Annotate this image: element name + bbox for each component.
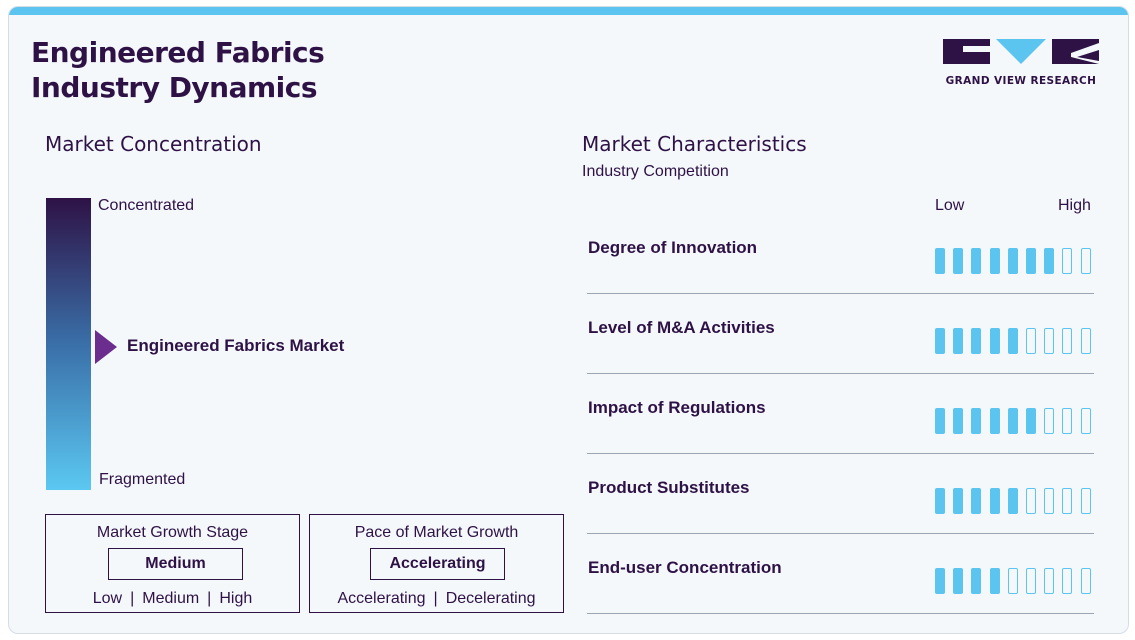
level-segment-empty bbox=[1044, 328, 1055, 354]
title-line-1: Engineered Fabrics bbox=[31, 36, 325, 69]
logo-mark-icon bbox=[943, 39, 1099, 64]
growth-pace-options: Accelerating | Decelerating bbox=[337, 590, 536, 607]
growth-stage-options: Low | Medium | High bbox=[92, 590, 253, 607]
level-segment-filled bbox=[1007, 248, 1018, 274]
fragmented-label: Fragmented bbox=[99, 471, 186, 488]
market-growth-stage-box: Market Growth Stage Medium Low | Medium | Hi… bbox=[45, 514, 300, 613]
level-segment-empty bbox=[1080, 248, 1091, 274]
level-segment-filled bbox=[935, 328, 945, 354]
market-position-label: Engineered Fabrics Market bbox=[127, 336, 345, 356]
row-divider bbox=[587, 453, 1094, 454]
row-divider bbox=[587, 613, 1094, 614]
level-segment-filled bbox=[935, 248, 945, 274]
characteristic-row: Degree of Innovation bbox=[587, 214, 1094, 294]
characteristic-label: Level of M&A Activities bbox=[588, 318, 775, 337]
level-segment-filled bbox=[971, 568, 982, 594]
level-segment-empty bbox=[1026, 328, 1036, 354]
level-segment-empty bbox=[1026, 488, 1036, 514]
level-segment-filled bbox=[971, 328, 982, 354]
characteristic-label: Degree of Innovation bbox=[588, 238, 758, 257]
level-segment-empty bbox=[1044, 408, 1055, 434]
growth-stage-option: High bbox=[219, 590, 253, 607]
growth-stage-title: Market Growth Stage bbox=[96, 524, 249, 541]
level-segment-empty bbox=[1080, 328, 1091, 354]
level-segment-empty bbox=[1080, 408, 1091, 434]
growth-stage-option: Low bbox=[92, 590, 123, 607]
infographic-card: Engineered Fabrics Industry Dynamics GRA… bbox=[8, 6, 1129, 634]
level-segment-filled bbox=[989, 568, 1000, 594]
logo-text: GRAND VIEW RESEARCH bbox=[945, 75, 1097, 87]
characteristic-label: Impact of Regulations bbox=[588, 398, 766, 417]
market-characteristics-heading: Market Characteristics bbox=[582, 132, 807, 156]
row-divider bbox=[587, 293, 1094, 294]
level-segment-empty bbox=[1080, 488, 1091, 514]
level-segment-filled bbox=[953, 488, 964, 514]
characteristic-row: Product Substitutes bbox=[587, 454, 1094, 534]
level-segment-empty bbox=[1044, 568, 1055, 594]
level-segment-empty bbox=[1007, 568, 1018, 594]
characteristic-row: Level of M&A Activities bbox=[587, 294, 1094, 374]
growth-stage-value: Medium bbox=[108, 548, 243, 580]
level-segment-filled bbox=[989, 408, 1000, 434]
market-position-marker-icon bbox=[95, 330, 117, 365]
concentrated-label: Concentrated bbox=[98, 197, 195, 214]
industry-competition-subheading: Industry Competition bbox=[582, 163, 729, 180]
level-segment-filled bbox=[1007, 328, 1018, 354]
page-title: Engineered Fabrics Industry Dynamics bbox=[31, 35, 325, 105]
growth-pace-value: Accelerating bbox=[370, 548, 505, 580]
title-line-2: Industry Dynamics bbox=[31, 71, 318, 104]
level-segment-filled bbox=[935, 408, 945, 434]
level-segment-filled bbox=[989, 488, 1000, 514]
level-segment-filled bbox=[1007, 408, 1018, 434]
level-segment-filled bbox=[971, 488, 982, 514]
level-segment-empty bbox=[1044, 488, 1055, 514]
level-segment-filled bbox=[989, 328, 1000, 354]
level-segment-filled bbox=[1026, 248, 1036, 274]
concentration-gradient-bar bbox=[46, 198, 91, 490]
level-segment-empty bbox=[1062, 328, 1073, 354]
level-segment-filled bbox=[953, 328, 964, 354]
growth-pace-option: Accelerating bbox=[337, 590, 426, 607]
characteristic-label: End-user Concentration bbox=[588, 558, 782, 577]
level-segment-empty bbox=[1080, 568, 1091, 594]
growth-pace-title: Pace of Market Growth bbox=[354, 524, 519, 541]
scale-low-label: Low bbox=[935, 197, 965, 214]
level-segment-filled bbox=[1026, 408, 1036, 434]
characteristic-row: End-user Concentration bbox=[587, 534, 1094, 614]
level-segment-filled bbox=[953, 568, 964, 594]
top-accent-bar bbox=[9, 7, 1128, 15]
characteristic-label: Product Substitutes bbox=[588, 478, 750, 497]
scale-high-label: High bbox=[1058, 197, 1091, 214]
level-segment-filled bbox=[953, 408, 964, 434]
pace-of-market-growth-box: Pace of Market Growth Accelerating Accel… bbox=[309, 514, 564, 613]
level-segment-empty bbox=[1062, 488, 1073, 514]
grand-view-research-logo: GRAND VIEW RESEARCH bbox=[943, 37, 1099, 91]
level-segment-empty bbox=[1026, 568, 1036, 594]
level-segment-filled bbox=[935, 568, 945, 594]
level-segment-empty bbox=[1062, 408, 1073, 434]
growth-pace-option: Decelerating bbox=[445, 590, 536, 607]
level-segment-filled bbox=[953, 248, 964, 274]
characteristic-row: Impact of Regulations bbox=[587, 374, 1094, 454]
market-concentration-heading: Market Concentration bbox=[45, 132, 262, 156]
level-segment-filled bbox=[971, 408, 982, 434]
row-divider bbox=[587, 373, 1094, 374]
level-segment-filled bbox=[989, 248, 1000, 274]
row-divider bbox=[587, 533, 1094, 534]
level-segment-filled bbox=[1007, 488, 1018, 514]
level-segment-filled bbox=[1044, 248, 1055, 274]
level-segment-empty bbox=[1062, 248, 1073, 274]
level-segment-filled bbox=[971, 248, 982, 274]
growth-stage-option: Medium bbox=[142, 590, 200, 607]
level-segment-empty bbox=[1062, 568, 1073, 594]
level-segment-filled bbox=[935, 488, 945, 514]
